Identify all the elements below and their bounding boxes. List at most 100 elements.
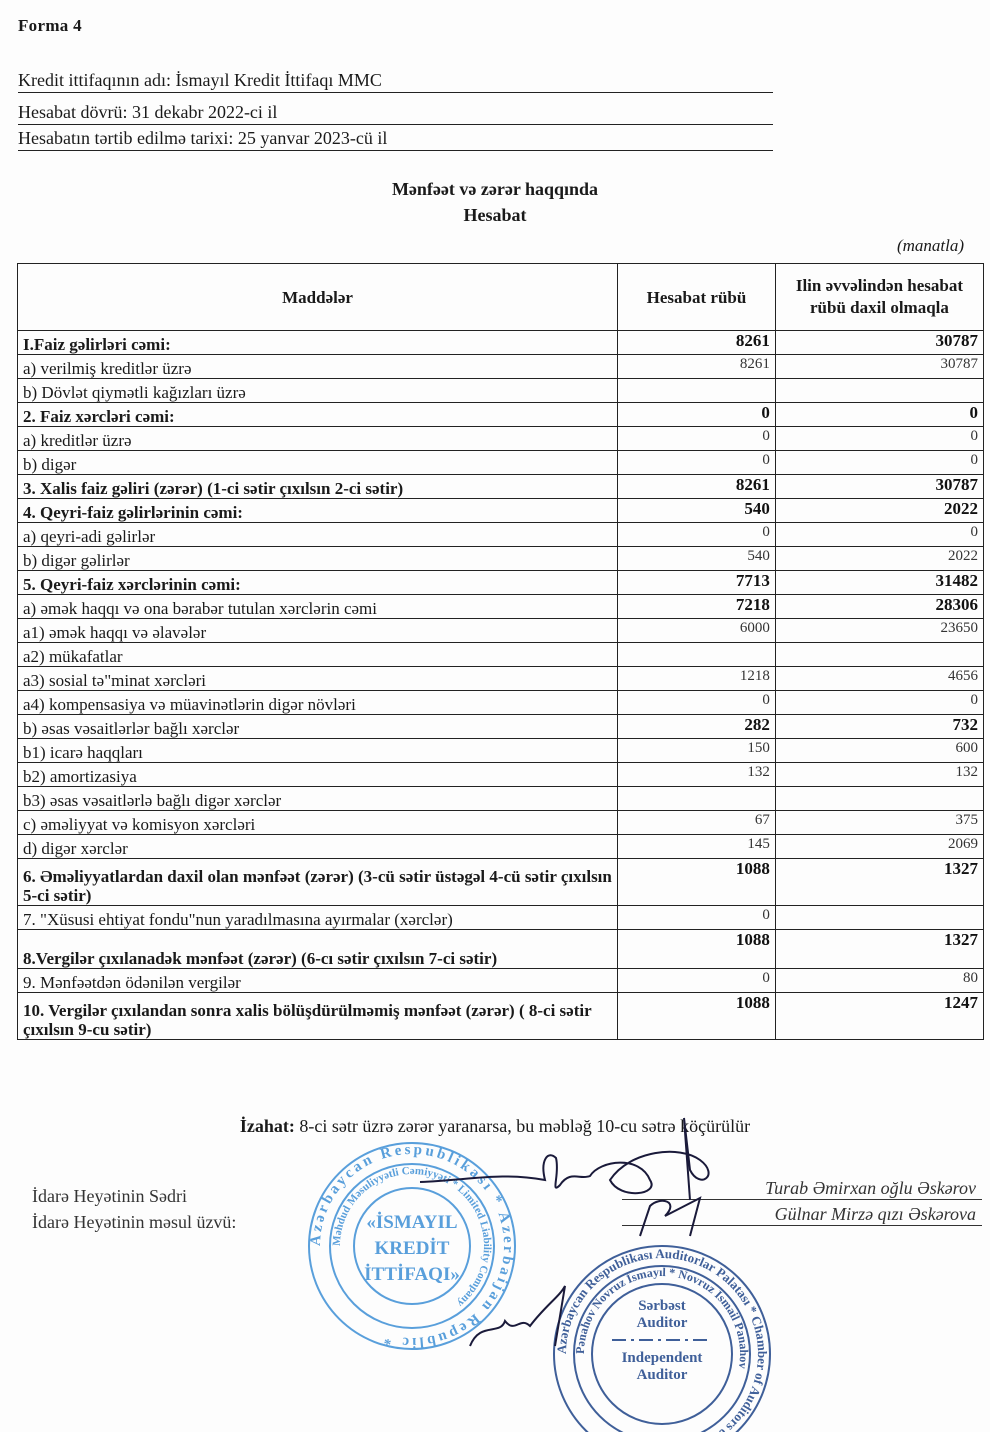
ytd-value: 2022 bbox=[774, 498, 985, 523]
ytd-value: 600 bbox=[774, 738, 985, 763]
ytd-value: 732 bbox=[774, 714, 985, 739]
signature-member bbox=[469, 1196, 702, 1347]
quarter-value: 8261 bbox=[617, 330, 776, 355]
svg-text:Independent: Independent bbox=[622, 1350, 703, 1366]
table-row: a2) mükafatlar bbox=[16, 642, 985, 667]
row-label: I.Faiz gəlirləri cəmi: bbox=[16, 330, 619, 355]
table-row: c) əməliyyat və komisyon xərcləri 67 375 bbox=[16, 810, 985, 835]
row-label: a) verilmiş kreditlər üzrə bbox=[16, 354, 619, 379]
svg-text:Auditor: Auditor bbox=[637, 1367, 688, 1383]
period-line: Hesabat dövrü: 31 dekabr 2022-ci il bbox=[18, 102, 773, 125]
company-stamp: Azərbaycan Respublikası * Azerbaijan Rep… bbox=[308, 1142, 516, 1350]
svg-text:«İSMAYIL: «İSMAYIL bbox=[366, 1212, 457, 1233]
ytd-value: 1327 bbox=[774, 858, 985, 906]
row-label: 10. Vergilər çıxılandan sonra xalis bölü… bbox=[16, 992, 619, 1040]
row-label: a1) əmək haqqı və əlavələr bbox=[16, 618, 619, 643]
table-row: 5. Qeyri-faiz xərclərinin cəmi: 7713 31482 bbox=[16, 570, 985, 595]
quarter-value: 8261 bbox=[617, 354, 776, 379]
note-label: İzahat: bbox=[239, 1116, 295, 1136]
ytd-value bbox=[774, 642, 985, 667]
ytd-value: 375 bbox=[774, 810, 985, 835]
stamps-and-signatures: Azərbaycan Respublikası * Azerbaijan Rep… bbox=[308, 1117, 771, 1432]
table-row: b3) əsas vəsaitlərlə bağlı digər xərclər bbox=[16, 786, 985, 811]
table-row: a) əmək haqqı və ona bərabər tutulan xər… bbox=[16, 594, 985, 619]
table-row: 8.Vergilər çıxılanadək mənfəət (zərər) (… bbox=[16, 929, 985, 969]
ytd-value: 31482 bbox=[774, 570, 985, 595]
column-header-quarter: Hesabat rübü bbox=[617, 263, 776, 331]
row-label: a) qeyri-adi gəlirlər bbox=[16, 522, 619, 547]
quarter-value bbox=[617, 378, 776, 403]
svg-text:İTTİFAQI»: İTTİFAQI» bbox=[364, 1264, 460, 1285]
quarter-value: 1088 bbox=[617, 992, 776, 1040]
ytd-value: 0 bbox=[774, 402, 985, 427]
table-row: a3) sosial tə"minat xərcləri 1218 4656 bbox=[16, 666, 985, 691]
ytd-value: 30787 bbox=[774, 474, 985, 499]
table-row: 10. Vergilər çıxılandan sonra xalis bölü… bbox=[16, 992, 985, 1040]
ytd-value: 132 bbox=[774, 762, 985, 787]
row-label: 3. Xalis faiz gəliri (zərər) (1-ci sətir… bbox=[16, 474, 619, 499]
table-row: 9. Mənfəətdən ödənilən vergilər 0 80 bbox=[16, 968, 985, 993]
income-statement-table: Maddələr Hesabat rübü Ilin əvvəlindən he… bbox=[16, 263, 985, 1040]
quarter-value: 132 bbox=[617, 762, 776, 787]
quarter-value: 67 bbox=[617, 810, 776, 835]
ytd-value bbox=[774, 905, 985, 930]
table-row: a) qeyri-adi gəlirlər 0 0 bbox=[16, 522, 985, 547]
chair-name: Turab Əmirxan oğlu Əskərov bbox=[622, 1178, 982, 1200]
chair-title: İdarə Heyətinin Sədri bbox=[32, 1186, 187, 1206]
signature-chair bbox=[419, 1117, 710, 1201]
table-row: b) digər 0 0 bbox=[16, 450, 985, 475]
row-label: b) Dövlət qiymətli kağızları üzrə bbox=[16, 378, 619, 403]
ytd-value: 1247 bbox=[774, 992, 985, 1040]
table-row: 3. Xalis faiz gəliri (zərər) (1-ci sətir… bbox=[16, 474, 985, 499]
org-name-line: Kredit ittifaqının adı: İsmayıl Kredit İ… bbox=[18, 70, 773, 93]
ytd-value: 0 bbox=[774, 690, 985, 715]
row-label: a3) sosial tə"minat xərcləri bbox=[16, 666, 619, 691]
ytd-value bbox=[774, 786, 985, 811]
table-row: b) digər gəlirlər 540 2022 bbox=[16, 546, 985, 571]
row-label: 5. Qeyri-faiz xərclərinin cəmi: bbox=[16, 570, 619, 595]
ytd-value: 30787 bbox=[774, 330, 985, 355]
ytd-value: 23650 bbox=[774, 618, 985, 643]
table-row: a) verilmiş kreditlər üzrə 8261 30787 bbox=[16, 354, 985, 379]
form-label: Forma 4 bbox=[18, 16, 82, 35]
quarter-value: 145 bbox=[617, 834, 776, 859]
quarter-value: 7218 bbox=[617, 594, 776, 619]
quarter-value: 0 bbox=[617, 690, 776, 715]
row-label: 6. Əməliyyatlardan daxil olan mənfəət (z… bbox=[16, 858, 619, 906]
quarter-value: 0 bbox=[617, 450, 776, 475]
ytd-value: 80 bbox=[774, 968, 985, 993]
table-row: b1) icarə haqqları 150 600 bbox=[16, 738, 985, 763]
svg-text:KREDİT: KREDİT bbox=[375, 1238, 450, 1259]
date-line: Hesabatın tərtib edilmə tarixi: 25 yanva… bbox=[18, 128, 773, 151]
svg-text:Sərbəst: Sərbəst bbox=[638, 1298, 686, 1314]
svg-text:Auditor: Auditor bbox=[637, 1315, 688, 1331]
table-header: Maddələr Hesabat rübü Ilin əvvəlindən he… bbox=[16, 263, 985, 331]
quarter-value bbox=[617, 642, 776, 667]
row-label: a) əmək haqqı və ona bərabər tutulan xər… bbox=[16, 594, 619, 619]
column-header-ytd: Ilin əvvəlindən hesabat rübü daxil olmaq… bbox=[774, 263, 985, 331]
member-title: İdarə Heyətinin məsul üzvü: bbox=[32, 1212, 237, 1232]
table-row: a) kreditlər üzrə 0 0 bbox=[16, 426, 985, 451]
quarter-value: 1088 bbox=[617, 858, 776, 906]
report-subtitle: Hesabat bbox=[463, 205, 527, 225]
member-name: Gülnar Mirzə qızı Əskərova bbox=[622, 1204, 982, 1226]
ytd-value: 1327 bbox=[774, 929, 985, 969]
unit-label: (manatla) bbox=[896, 236, 964, 255]
quarter-value: 8261 bbox=[617, 474, 776, 499]
column-header-items: Maddələr bbox=[16, 263, 619, 331]
ytd-value: 30787 bbox=[774, 354, 985, 379]
auditor-stamp: Azərbaycan Respublikası Auditorlar Palat… bbox=[553, 1245, 771, 1432]
row-label: b1) icarə haqqları bbox=[16, 738, 619, 763]
quarter-value bbox=[617, 786, 776, 811]
ytd-value: 2069 bbox=[774, 834, 985, 859]
ytd-value: 0 bbox=[774, 522, 985, 547]
row-label: b) əsas vəsaitlərlər bağlı xərclər bbox=[16, 714, 619, 739]
quarter-value: 540 bbox=[617, 498, 776, 523]
row-label: a) kreditlər üzrə bbox=[16, 426, 619, 451]
row-label: b) digər bbox=[16, 450, 619, 475]
table-row: 6. Əməliyyatlardan daxil olan mənfəət (z… bbox=[16, 858, 985, 906]
row-label: 8.Vergilər çıxılanadək mənfəət (zərər) (… bbox=[16, 929, 619, 969]
ytd-value: 0 bbox=[774, 450, 985, 475]
row-label: 7. "Xüsusi ehtiyat fondu"nun yaradılması… bbox=[16, 905, 619, 930]
quarter-value: 150 bbox=[617, 738, 776, 763]
